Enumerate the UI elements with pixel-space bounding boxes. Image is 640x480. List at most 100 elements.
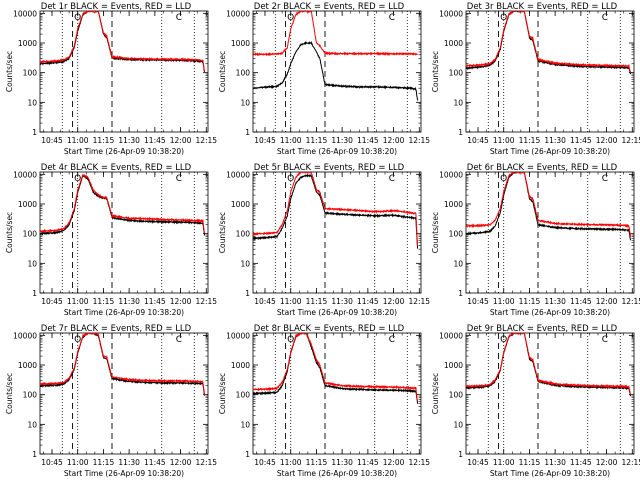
y-tick-label: 100 <box>23 69 38 78</box>
x-axis-label: Start Time (26-Apr-09 10:38:20) <box>277 469 397 478</box>
annotation-letter: O <box>74 174 81 184</box>
x-tick-label: 11:30 <box>118 136 140 145</box>
x-tick-label: 11:00 <box>280 136 302 145</box>
y-tick-label: 1000 <box>444 39 463 48</box>
x-tick-label: 12:00 <box>170 458 192 467</box>
y-tick-label: 10 <box>240 420 250 429</box>
y-axis-label: Counts/sec <box>5 51 14 92</box>
panel-title: Det 1r BLACK = Events, RED = LLD <box>41 2 192 12</box>
y-tick-label: 10 <box>453 420 463 429</box>
y-tick-label: 1 <box>32 450 37 459</box>
x-axis-label: Start Time (26-Apr-09 10:38:20) <box>490 147 610 156</box>
annotation-letter: C <box>176 174 182 184</box>
x-tick-label: 11:30 <box>118 458 140 467</box>
annotation-letter: C <box>602 13 608 23</box>
x-tick-label: 10:45 <box>41 458 63 467</box>
y-tick-label: 10 <box>240 259 250 268</box>
x-tick-label: 11:15 <box>306 458 328 467</box>
annotation-letter: O <box>287 13 294 23</box>
y-tick-label: 10000 <box>439 331 463 340</box>
y-tick-label: 1000 <box>18 39 37 48</box>
y-tick-label: 100 <box>236 391 251 400</box>
plot-frame <box>252 171 422 294</box>
x-tick-label: 12:15 <box>621 297 640 306</box>
annotation-letter: O <box>287 335 294 345</box>
y-tick-label: 100 <box>23 391 38 400</box>
y-tick-label: 1 <box>245 128 250 137</box>
annotation-letter: C <box>602 335 608 345</box>
x-tick-label: 11:00 <box>493 136 515 145</box>
x-tick-label: 10:45 <box>254 136 276 145</box>
x-tick-label: 11:15 <box>519 458 541 467</box>
y-tick-label: 1 <box>32 128 37 137</box>
annotation-letter: C <box>602 174 608 184</box>
x-tick-label: 11:00 <box>493 458 515 467</box>
lld-series-line <box>40 333 206 396</box>
events-series-line <box>253 40 419 101</box>
plot-frame <box>39 332 209 455</box>
x-tick-label: 10:45 <box>41 136 63 145</box>
y-tick-label: 10000 <box>13 331 37 340</box>
x-tick-label: 12:00 <box>383 297 405 306</box>
y-tick-label: 100 <box>236 230 251 239</box>
y-tick-label: 10 <box>27 98 37 107</box>
x-tick-label: 11:15 <box>93 136 115 145</box>
x-tick-label: 11:45 <box>144 458 166 467</box>
annotation-letter: C <box>389 174 395 184</box>
lld-series-line <box>40 173 206 234</box>
y-tick-label: 1000 <box>444 200 463 209</box>
x-tick-label: 12:15 <box>408 458 430 467</box>
panel-title: Det 9r BLACK = Events, RED = LLD <box>467 324 618 334</box>
y-axis-label: Counts/sec <box>5 373 14 414</box>
x-tick-label: 10:45 <box>467 297 489 306</box>
lld-series-line <box>253 333 419 402</box>
x-tick-label: 12:00 <box>596 136 618 145</box>
y-tick-label: 100 <box>236 69 251 78</box>
lld-series-line <box>466 172 632 237</box>
x-tick-label: 12:15 <box>408 136 430 145</box>
events-series-line <box>253 333 419 404</box>
x-tick-label: 12:00 <box>383 458 405 467</box>
y-axis-label: Counts/sec <box>218 51 227 92</box>
x-tick-label: 12:00 <box>596 458 618 467</box>
y-tick-label: 1 <box>32 289 37 298</box>
y-tick-label: 100 <box>23 230 38 239</box>
lld-series-line <box>40 11 206 72</box>
y-tick-label: 1 <box>245 289 250 298</box>
x-tick-label: 12:15 <box>621 458 640 467</box>
x-tick-label: 11:30 <box>544 136 566 145</box>
x-axis-label: Start Time (26-Apr-09 10:38:20) <box>64 469 184 478</box>
y-tick-label: 100 <box>449 230 464 239</box>
x-tick-label: 11:15 <box>93 458 115 467</box>
y-tick-label: 100 <box>449 69 464 78</box>
panel-title: Det 7r BLACK = Events, RED = LLD <box>41 324 192 334</box>
x-tick-label: 11:30 <box>331 297 353 306</box>
x-tick-label: 11:45 <box>570 136 592 145</box>
panel-title: Det 6r BLACK = Events, RED = LLD <box>467 163 618 173</box>
plot-frame <box>465 10 635 133</box>
y-tick-label: 1000 <box>444 361 463 370</box>
x-tick-label: 12:15 <box>621 136 640 145</box>
events-series-line <box>466 172 632 241</box>
lld-series-line <box>466 333 632 395</box>
x-tick-label: 11:30 <box>331 458 353 467</box>
x-tick-label: 12:00 <box>383 136 405 145</box>
events-series-line <box>253 173 419 249</box>
y-tick-label: 1000 <box>18 200 37 209</box>
x-tick-label: 11:45 <box>570 297 592 306</box>
annotation-letter: C <box>389 13 395 23</box>
x-tick-label: 11:45 <box>570 458 592 467</box>
x-tick-label: 12:15 <box>195 136 217 145</box>
annotation-letter: O <box>74 335 81 345</box>
y-tick-label: 1 <box>458 289 463 298</box>
y-tick-label: 10000 <box>439 9 463 18</box>
y-tick-label: 10 <box>27 420 37 429</box>
x-tick-label: 10:45 <box>467 458 489 467</box>
x-tick-label: 12:00 <box>170 136 192 145</box>
y-axis-label: Counts/sec <box>218 212 227 253</box>
annotation-letter: O <box>500 13 507 23</box>
x-axis-label: Start Time (26-Apr-09 10:38:20) <box>64 147 184 156</box>
y-tick-label: 1 <box>458 450 463 459</box>
x-tick-label: 11:00 <box>67 458 89 467</box>
